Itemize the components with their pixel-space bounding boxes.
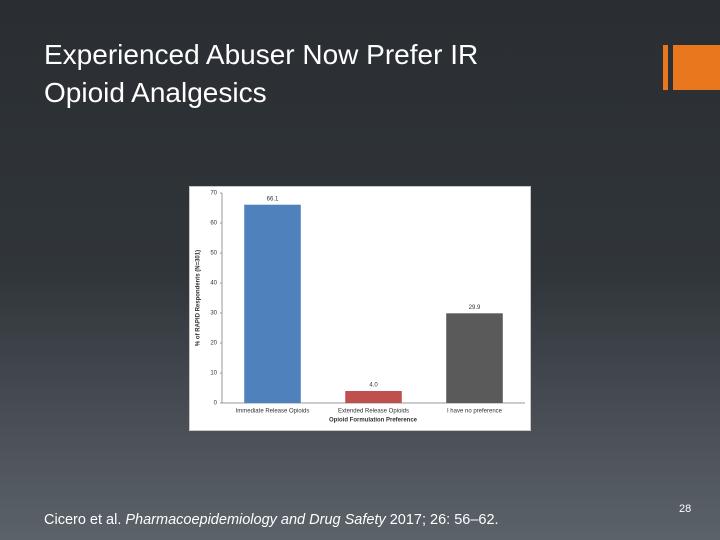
page-number: 28 [679, 503, 692, 515]
y-tick-label: 0 [214, 401, 218, 407]
data-label: 4.0 [369, 383, 378, 389]
y-tick-label: 70 [210, 191, 217, 197]
y-tick-label: 60 [210, 221, 217, 227]
y-axis-label: % of RAPID Respondents (N=301) [196, 250, 202, 346]
x-tick-label: Immediate Release Opioids [236, 409, 310, 415]
title-line: Experienced Abuser Now Prefer IR [44, 39, 479, 70]
y-tick-label: 10 [210, 371, 217, 377]
x-tick-label: I have no preference [447, 409, 503, 415]
citation: Cicero et al. Pharmacoepidemiology and Dr… [44, 512, 503, 528]
x-axis-label: Opioid Formulation Preference [329, 418, 418, 424]
bar [244, 204, 301, 403]
y-tick-label: 30 [210, 311, 217, 317]
accent-thin [663, 45, 668, 90]
bar [345, 391, 402, 403]
data-label: 29.9 [469, 305, 481, 311]
y-tick-label: 40 [210, 281, 217, 287]
x-tick-label: Extended Release Opioids [338, 409, 409, 415]
slide-title: Experienced Abuser Now Prefer IR Opioid … [44, 36, 478, 112]
bar [446, 313, 503, 403]
citation-authors: Cicero et al. [44, 512, 122, 528]
chart: % of RAPID Respondents (N=301) Opioid Fo… [189, 186, 531, 431]
y-tick-label: 50 [210, 251, 217, 257]
title-line: Opioid Analgesics [44, 77, 267, 108]
citation-journal: Pharmacoepidemiology and Drug Safety [125, 512, 386, 528]
y-tick-label: 20 [210, 341, 217, 347]
data-label: 66.1 [267, 196, 279, 202]
accent-thick [673, 45, 720, 90]
citation-details: 2017; 26: 56–62. [389, 512, 499, 528]
